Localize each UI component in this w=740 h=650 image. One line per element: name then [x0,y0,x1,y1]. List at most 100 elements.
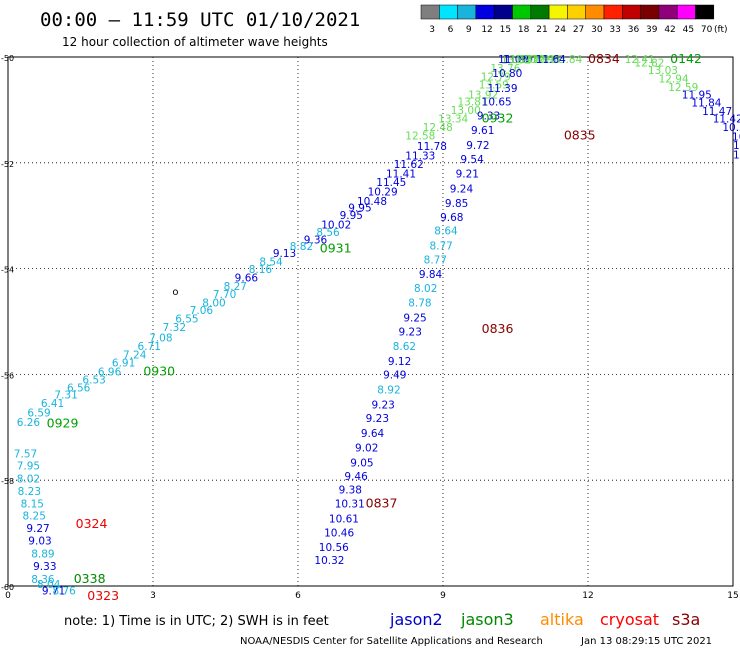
wave-height-label: 11.78 [417,141,447,153]
wave-height-label: 9.23 [366,413,389,425]
colorbar-swatch [420,4,440,20]
wave-height-label: 11.90 [503,54,533,66]
wave-height-label: 13.84 [552,54,582,66]
colorbar-swatch [548,4,568,20]
x-tick-label: 6 [295,591,301,601]
wave-height-label: 12.58 [405,131,435,143]
wave-height-label: 9.95 [340,210,363,222]
wave-height-label: 9.66 [235,272,259,284]
wave-height-label: 6.26 [17,417,41,429]
wave-height-label: 9.72 [466,140,489,152]
wave-height-label: 9.05 [350,457,373,469]
footer-timestamp: Jan 13 08:29:15 UTC 2021 [580,636,712,647]
wave-height-label: 12.42 [510,54,540,66]
wave-height-label: 9.13 [273,248,296,260]
wave-height-label: 11.41 [386,169,416,181]
colorbar-swatch [567,4,586,20]
wave-height-label: 6.55 [175,314,198,326]
x-tick-label: 9 [440,591,446,601]
wave-height-label: 7.08 [149,333,172,345]
y-tick-label: -54 [1,266,14,275]
pass-time-label: 0932 [482,111,514,126]
wave-height-label: 7.31 [54,390,77,402]
wave-height-label: 7.32 [163,322,186,334]
colorbar-tick-label: 15 [500,25,511,35]
colorbar-swatch [622,4,641,20]
wave-height-label: 9.54 [460,154,484,166]
satellite-legend: jason2 jason3 altika cryosat s3a [389,610,700,629]
pass-time-label: 0834 [588,51,620,66]
wave-height-label: 7.06 [190,305,214,317]
wave-height-label: 9.46 [344,471,368,483]
wave-height-label: 12.70 [515,54,545,66]
wave-height-label: 9.21 [456,169,479,181]
wave-height-label: 11.42 [713,114,740,126]
wave-height-label: 9.84 [419,269,443,281]
chart-title: 00:00 – 11:59 UTC 01/10/2021 [40,9,360,31]
wave-height-label: 10.61 [329,514,359,526]
wave-height-label: 9.25 [403,313,426,325]
pass-time-label: 0836 [482,321,514,336]
colorbar-tick-label: 70 [701,25,713,35]
wave-height-label: 7.70 [213,289,236,301]
wave-height-label: 13.62 [501,54,531,66]
wave-height-label: 6.91 [112,357,135,369]
wave-height-label: 6.71 [138,341,161,353]
pass-time-label: 0338 [74,571,106,586]
wave-height-label: 13.81 [458,97,488,109]
wave-height-label: 9.71 [42,585,65,597]
wave-height-label: 8.16 [249,264,273,276]
wave-height-label: 11.84 [691,98,721,110]
wave-height-label: 8.02 [17,473,40,485]
plot-frame [7,56,734,587]
wave-height-label: 9.33 [477,110,500,122]
wave-height-label: 11.45 [376,177,406,189]
wave-height-label: 8.36 [31,574,55,586]
wave-height-label: 9.33 [33,561,56,573]
legend-item-s3a: s3a [672,610,700,629]
wave-height-label: 7.95 [17,461,40,473]
wave-height-label: 8.23 [18,486,41,498]
wave-height-label: 8.78 [408,298,431,310]
wave-height-label: 8.02 [414,283,437,295]
wave-height-label: 10.32 [314,555,344,567]
x-tick-label: 12 [582,591,593,601]
x-tick-label: 0 [5,591,11,601]
wave-height-label: 9.95 [348,202,371,214]
colorbar-swatch [475,4,495,20]
wave-height-label: 12.48 [423,122,453,134]
colorbar-tick-label: 24 [555,25,567,35]
wave-height-label: 11.47 [702,106,732,118]
wave-height-label: 6.53 [82,374,105,386]
x-tick-label: 15 [727,591,738,601]
wave-height-label: 10.80 [492,68,522,80]
wave-height-label: 10.57 [722,122,740,134]
colorbar-tick-label: 18 [518,25,530,35]
wave-height-label: 9.24 [450,183,474,195]
colorbar-tick-label: 45 [683,25,694,35]
y-tick-label: -58 [1,477,14,486]
wave-height-label: 9.61 [471,125,494,137]
wave-height-label: 11.64 [536,54,566,66]
wave-height-label: 13.03 [648,65,678,77]
wave-height-label: 13.76 [490,63,520,75]
wave-height-label: 13.00 [451,105,481,117]
colorbar-tick-label: 12 [481,25,492,35]
colorbar-tick-label: 9 [466,25,472,35]
pass-time-label: 0837 [366,496,398,511]
colorbar-swatch [585,4,605,20]
colorbar-legend: 3 6 9 12 15 18 21 24 27 30 33 36 39 42 45 70 [420,4,715,35]
wave-height-label: 8.00 [202,298,225,310]
wave-height-label: 7.24 [123,350,147,362]
pass-time-label: 0931 [320,241,352,256]
wave-height-label: 11.39 [487,83,517,95]
y-tick-label: -50 [1,54,14,63]
wave-height-label: 10.02 [321,219,351,231]
wave-height-label: 11.33 [405,151,435,163]
wave-height-label: 12.82 [634,58,664,70]
wave-height-label: 10.48 [357,196,387,208]
pass-time-label: 0142 [670,51,702,66]
island-marker: o [172,287,178,298]
wave-height-label: 8.04 [37,579,61,591]
pass-time-label: 0929 [47,415,79,430]
